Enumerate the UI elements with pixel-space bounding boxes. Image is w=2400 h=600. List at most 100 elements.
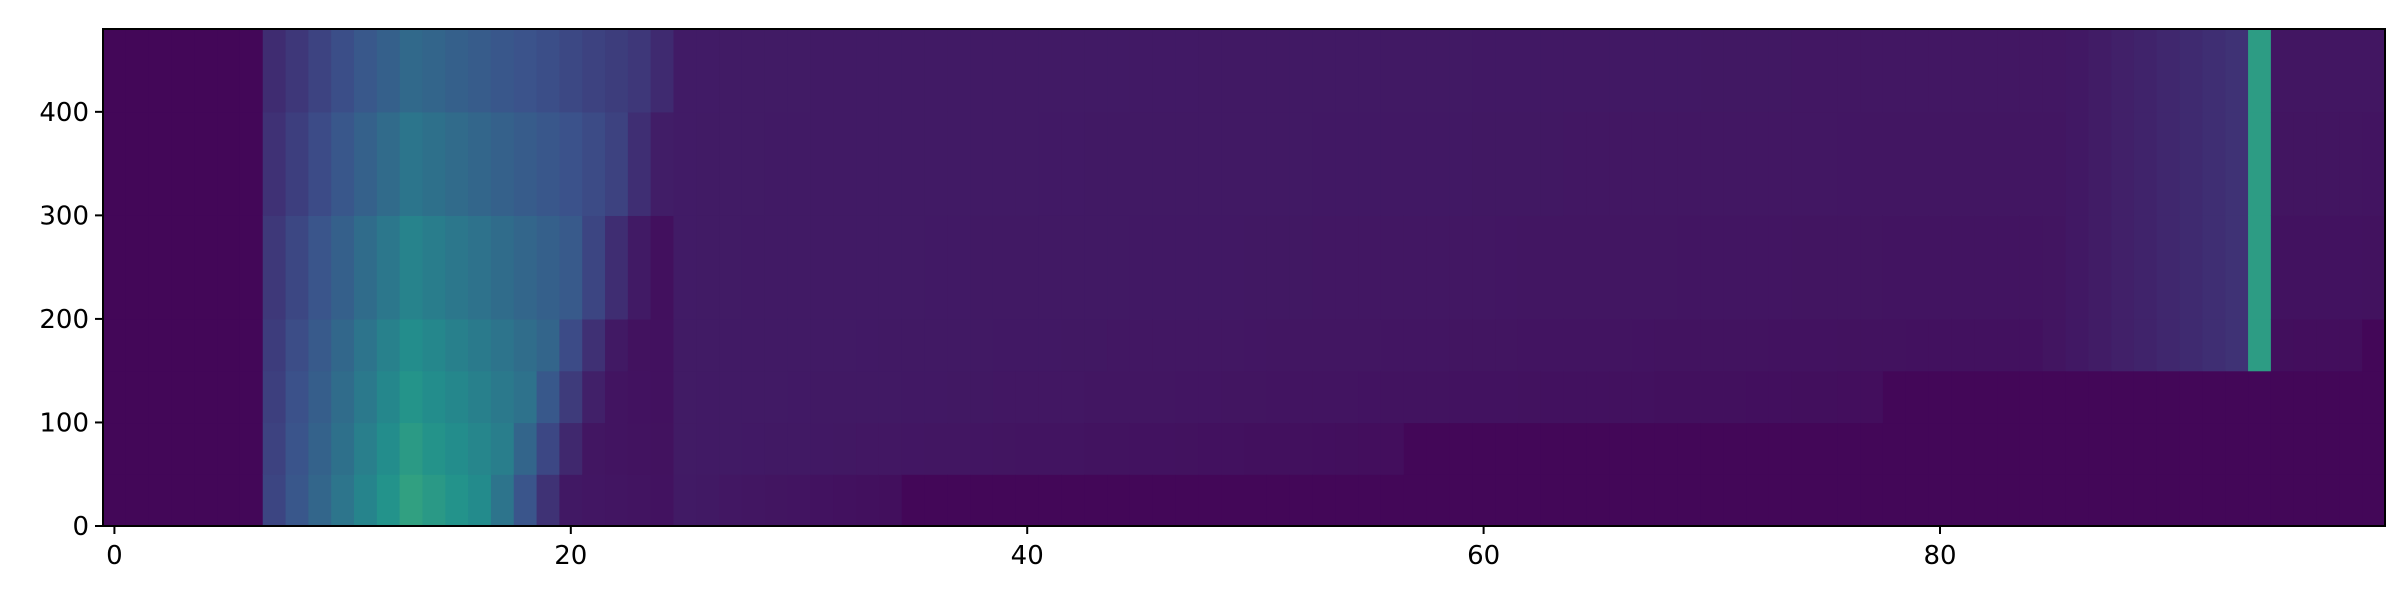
heatmap-cell xyxy=(2111,318,2135,372)
heatmap-cell xyxy=(1654,111,1679,216)
heatmap-cell xyxy=(445,29,469,113)
heatmap-cell xyxy=(605,215,629,320)
heatmap-cell xyxy=(2019,318,2044,372)
heatmap-cell xyxy=(1951,474,1975,527)
heatmap-cell xyxy=(308,215,332,320)
heatmap-cell xyxy=(399,215,424,320)
heatmap-cell xyxy=(308,474,332,527)
heatmap-cell xyxy=(696,318,720,372)
heatmap-cell xyxy=(1198,111,1222,216)
heatmap-cell xyxy=(1609,474,1633,527)
heatmap-cell xyxy=(1540,370,1565,424)
heatmap-cell xyxy=(1905,370,1930,424)
heatmap-cell xyxy=(1517,215,1542,320)
heatmap-cell xyxy=(2111,474,2135,527)
heatmap-cell xyxy=(1015,29,1040,113)
heatmap-cell xyxy=(1380,474,1405,527)
heatmap-cell xyxy=(1472,111,1496,216)
heatmap-cell xyxy=(992,215,1017,320)
heatmap-cell xyxy=(582,370,606,424)
heatmap-cell xyxy=(627,318,652,372)
heatmap-cell xyxy=(2202,215,2226,320)
heatmap-cell xyxy=(650,474,675,527)
heatmap-cell xyxy=(856,370,880,424)
heatmap-cell xyxy=(582,29,606,113)
heatmap-cell xyxy=(285,318,309,372)
heatmap-cell xyxy=(1449,370,1473,424)
heatmap-cell xyxy=(1472,318,1496,372)
heatmap-cell xyxy=(171,111,195,216)
heatmap-cell xyxy=(468,474,492,527)
heatmap-cell xyxy=(947,111,971,216)
heatmap-cell xyxy=(1038,111,1063,216)
heatmap-cell xyxy=(468,215,492,320)
heatmap-cell xyxy=(878,370,903,424)
heatmap-cell xyxy=(2088,29,2112,113)
heatmap-cell xyxy=(2042,370,2067,424)
heatmap-cell xyxy=(2065,474,2089,527)
heatmap-cell xyxy=(1723,29,1747,113)
heatmap-cell xyxy=(1495,370,1519,424)
heatmap-cell xyxy=(2088,370,2112,424)
heatmap-cell xyxy=(1905,422,1930,475)
heatmap-cell xyxy=(947,318,971,372)
x-tick-label: 20 xyxy=(554,541,587,571)
heatmap-cell xyxy=(468,318,492,372)
heatmap-cell xyxy=(1358,318,1382,372)
heatmap-cell xyxy=(1472,422,1496,475)
heatmap-cell xyxy=(1152,111,1177,216)
heatmap-cell xyxy=(148,474,173,527)
heatmap-cell xyxy=(1472,29,1496,113)
heatmap-cell xyxy=(1746,318,1770,372)
heatmap-cell xyxy=(536,318,560,372)
heatmap-cell xyxy=(354,422,378,475)
x-axis: 0 20 40 60 80 xyxy=(106,526,1957,571)
heatmap-cell xyxy=(719,215,743,320)
heatmap-cell xyxy=(719,29,743,113)
heatmap-cell xyxy=(239,370,264,424)
heatmap-cell xyxy=(2270,370,2295,424)
heatmap-cell xyxy=(1244,215,1268,320)
heatmap-cell xyxy=(901,215,926,320)
heatmap-cell xyxy=(856,318,880,372)
heatmap-cell xyxy=(1403,215,1428,320)
heatmap-cell xyxy=(2362,370,2386,424)
heatmap-cell xyxy=(2133,111,2158,216)
heatmap-cell xyxy=(125,318,150,372)
heatmap-cell xyxy=(2225,215,2249,320)
heatmap-cell xyxy=(1837,370,1861,424)
heatmap-cell xyxy=(1586,370,1610,424)
heatmap-cell xyxy=(1312,422,1336,475)
heatmap-cell xyxy=(1426,111,1450,216)
heatmap-cell xyxy=(2339,474,2363,527)
heatmap-cell xyxy=(1928,318,1953,372)
heatmap-cell xyxy=(1403,422,1428,475)
heatmap-cell xyxy=(1312,215,1336,320)
heatmap-cell xyxy=(1015,474,1040,527)
heatmap-cell xyxy=(1198,318,1222,372)
heatmap-cell xyxy=(2316,111,2340,216)
heatmap-cell xyxy=(764,215,789,320)
heatmap-cell xyxy=(1837,215,1861,320)
heatmap-cell xyxy=(878,474,903,527)
heatmap-cell xyxy=(1768,215,1793,320)
heatmap-cell xyxy=(1631,215,1656,320)
heatmap-cell xyxy=(1495,111,1519,216)
heatmap-cell xyxy=(1791,111,1816,216)
heatmap-cell xyxy=(1335,474,1359,527)
heatmap-cell xyxy=(764,370,789,424)
heatmap-cell xyxy=(970,215,994,320)
heatmap-cell xyxy=(239,111,264,216)
heatmap-cell xyxy=(103,29,127,113)
heatmap-cell xyxy=(1061,318,1085,372)
heatmap-cell xyxy=(217,111,241,216)
heatmap-cell xyxy=(354,318,378,372)
heatmap-cell xyxy=(1746,474,1770,527)
heatmap-cell xyxy=(1061,474,1085,527)
heatmap-cell xyxy=(1221,215,1245,320)
heatmap-cell xyxy=(1631,111,1656,216)
heatmap-cell xyxy=(1860,370,1884,424)
heatmap-cell xyxy=(1472,215,1496,320)
heatmap-cell xyxy=(1289,29,1314,113)
heatmap-cell xyxy=(1358,215,1382,320)
